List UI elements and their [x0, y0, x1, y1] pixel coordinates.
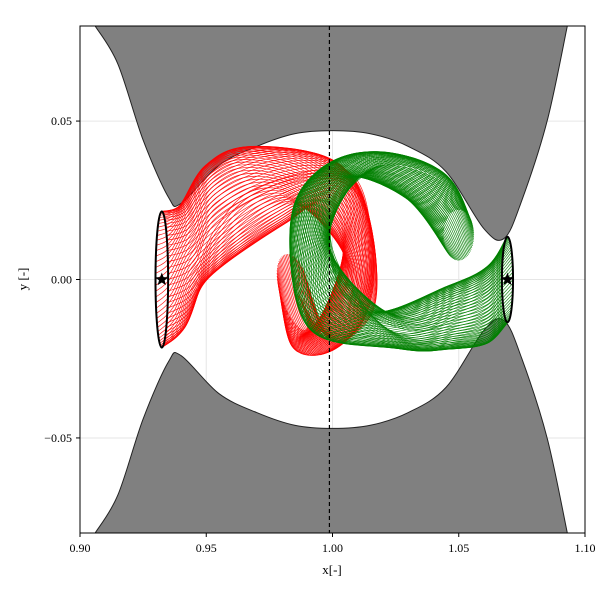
manifold-trajectory — [329, 165, 514, 335]
manifold-trajectory — [299, 174, 505, 349]
manifold-trajectory — [323, 172, 512, 347]
y-tick-label-1: 0.00 — [51, 273, 72, 287]
manifold-trajectory — [311, 176, 509, 352]
lagrange-point-star-1 — [500, 272, 515, 286]
periodic-orbit-0 — [154, 210, 170, 349]
manifold-trajectory — [293, 156, 504, 321]
manifold-trajectory — [312, 176, 509, 352]
y-axis-label: y [-] — [15, 268, 30, 291]
x-axis-label: x[-] — [322, 562, 342, 577]
manifold-trajectory — [300, 175, 506, 349]
manifold-trajectory — [325, 172, 512, 346]
manifold-trajectory — [318, 175, 511, 351]
manifold-trajectory — [314, 176, 510, 352]
manifold-trajectory — [321, 174, 511, 349]
manifold-trajectory — [328, 168, 513, 340]
x-tick-label-4: 1.10 — [575, 541, 596, 555]
manifold-trajectory — [319, 174, 511, 350]
y-tick-label-2: 0.05 — [51, 114, 72, 128]
manifold-trajectory — [294, 155, 504, 319]
x-tick-label-2: 1.00 — [322, 541, 343, 555]
plot-area — [80, 26, 585, 533]
manifold-trajectory — [322, 173, 512, 348]
manifold-trajectory — [326, 171, 513, 344]
manifold-trajectory — [329, 167, 514, 338]
x-tick-label-3: 1.05 — [448, 541, 469, 555]
x-tick-label-0: 0.90 — [70, 541, 91, 555]
manifold-trajectory — [155, 175, 345, 342]
forbidden-region-bottom — [80, 318, 585, 533]
manifold-series-1 — [289, 151, 515, 352]
manifold-trajectory — [290, 160, 503, 326]
manifold-trajectory — [327, 170, 513, 343]
x-tick-label-1: 0.95 — [196, 541, 217, 555]
manifold-trajectory — [299, 152, 506, 315]
manifold-trajectory — [328, 169, 513, 341]
manifold-trajectory — [316, 175, 510, 351]
manifold-trajectory — [329, 166, 514, 337]
manifold-trajectory — [297, 153, 505, 316]
y-tick-label-0: −0.05 — [44, 431, 72, 445]
lagrange-point-star-0 — [155, 272, 169, 286]
axis-ticks: 0.90 0.95 1.00 1.05 1.10 −0.05 0.00 0.05 — [44, 114, 595, 555]
forbidden-region-top — [80, 26, 585, 241]
periodic-orbit-1 — [500, 235, 515, 324]
